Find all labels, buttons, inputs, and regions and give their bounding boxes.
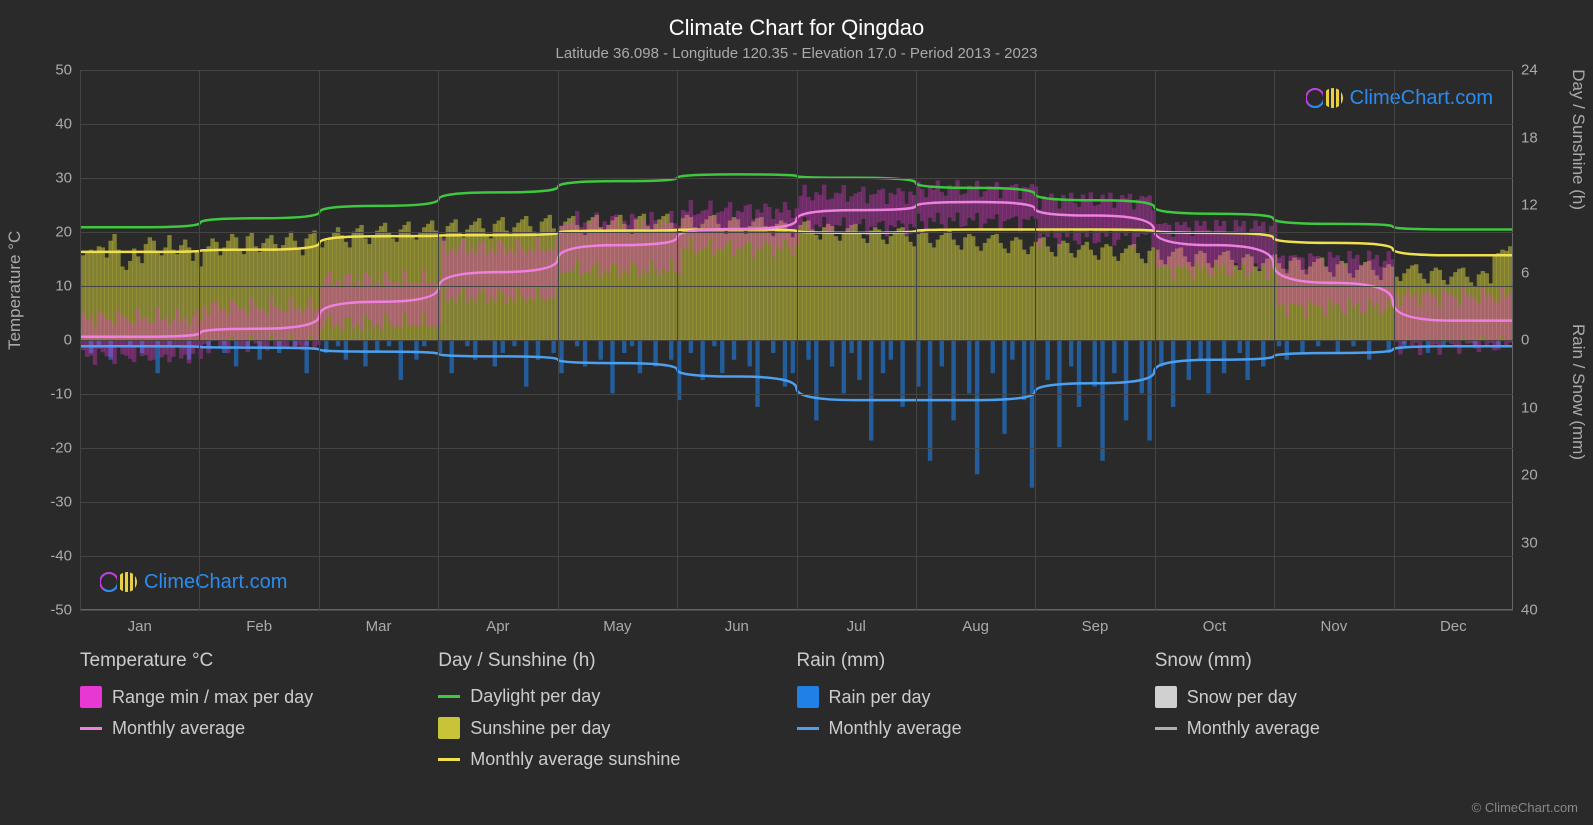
y-tick-right: 6 [1521, 264, 1529, 281]
y-tick-right: 12 [1521, 197, 1538, 214]
x-tick: Apr [486, 618, 509, 635]
y-tick-right: 0 [1521, 332, 1529, 349]
logo-icon [100, 569, 138, 595]
chart-plot-area: ClimeChart.com ClimeChart.com 5040302010… [80, 70, 1513, 610]
legend-item: Snow per day [1155, 686, 1513, 708]
legend-temp: Temperature °C Range min / max per day M… [80, 650, 438, 780]
x-tick: Oct [1203, 618, 1226, 635]
legend: Temperature °C Range min / max per day M… [80, 650, 1513, 780]
legend-item: Monthly average sunshine [438, 749, 796, 770]
x-tick: Jul [847, 618, 866, 635]
y-axis-label-right-top: Day / Sunshine (h) [1568, 69, 1588, 210]
x-tick: Dec [1440, 618, 1467, 635]
x-tick: Aug [962, 618, 989, 635]
swatch-icon [80, 727, 102, 730]
y-tick-left: -50 [50, 602, 72, 619]
y-tick-left: 10 [55, 278, 72, 295]
legend-sun: Day / Sunshine (h) Daylight per day Suns… [438, 650, 796, 780]
legend-item: Range min / max per day [80, 686, 438, 708]
y-tick-right: 18 [1521, 129, 1538, 146]
watermark-text: ClimeChart.com [1350, 87, 1493, 110]
copyright: © ClimeChart.com [1472, 800, 1578, 815]
x-tick: Feb [246, 618, 272, 635]
legend-snow-title: Snow (mm) [1155, 650, 1513, 672]
y-axis-label-right-bot: Rain / Snow (mm) [1568, 324, 1588, 460]
legend-item: Monthly average [797, 718, 1155, 739]
legend-item: Sunshine per day [438, 717, 796, 739]
legend-item: Rain per day [797, 686, 1155, 708]
y-tick-right: 24 [1521, 62, 1538, 79]
chart-subtitle: Latitude 36.098 - Longitude 120.35 - Ele… [0, 45, 1593, 62]
swatch-icon [797, 686, 819, 708]
legend-temp-title: Temperature °C [80, 650, 438, 672]
y-tick-left: 30 [55, 170, 72, 187]
y-tick-right: 40 [1521, 602, 1538, 619]
watermark-top: ClimeChart.com [1306, 85, 1493, 111]
x-tick: Mar [366, 618, 392, 635]
chart-title: Climate Chart for Qingdao [0, 15, 1593, 41]
swatch-icon [1155, 686, 1177, 708]
x-tick: Jan [128, 618, 152, 635]
x-tick: Jun [725, 618, 749, 635]
swatch-icon [438, 717, 460, 739]
legend-snow: Snow (mm) Snow per day Monthly average [1155, 650, 1513, 780]
legend-item: Daylight per day [438, 686, 796, 707]
x-tick: May [603, 618, 631, 635]
legend-rain: Rain (mm) Rain per day Monthly average [797, 650, 1155, 780]
legend-item: Monthly average [80, 718, 438, 739]
x-tick: Nov [1321, 618, 1348, 635]
y-tick-left: 20 [55, 224, 72, 241]
y-tick-left: -10 [50, 386, 72, 403]
legend-rain-title: Rain (mm) [797, 650, 1155, 672]
y-tick-left: -40 [50, 548, 72, 565]
swatch-icon [797, 727, 819, 730]
legend-sun-title: Day / Sunshine (h) [438, 650, 796, 672]
y-tick-right: 20 [1521, 467, 1538, 484]
y-axis-label-left: Temperature °C [5, 231, 25, 350]
y-tick-left: -20 [50, 440, 72, 457]
legend-item: Monthly average [1155, 718, 1513, 739]
swatch-icon [438, 695, 460, 698]
logo-icon [1306, 85, 1344, 111]
watermark-bottom: ClimeChart.com [100, 569, 287, 595]
watermark-text: ClimeChart.com [144, 571, 287, 594]
y-tick-right: 30 [1521, 534, 1538, 551]
y-tick-left: 0 [64, 332, 72, 349]
y-tick-left: 40 [55, 116, 72, 133]
swatch-icon [1155, 727, 1177, 730]
swatch-icon [438, 758, 460, 761]
y-tick-left: -30 [50, 494, 72, 511]
y-tick-right: 10 [1521, 399, 1538, 416]
x-tick: Sep [1082, 618, 1109, 635]
swatch-icon [80, 686, 102, 708]
y-tick-left: 50 [55, 62, 72, 79]
